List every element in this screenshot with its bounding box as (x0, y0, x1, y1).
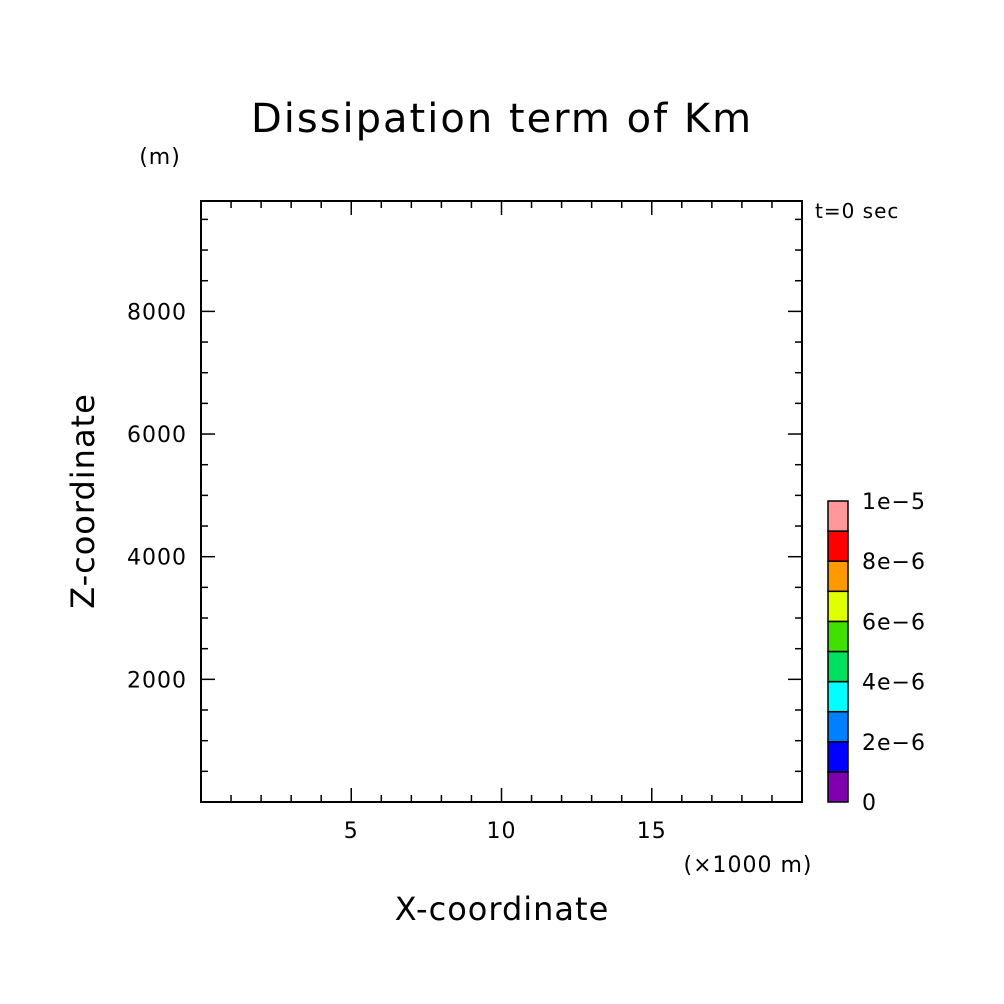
colorbar-tick-label: 6e−6 (862, 610, 926, 635)
colorbar-swatch (827, 530, 849, 562)
colorbar-swatch (827, 650, 849, 683)
colorbar-tick-label: 1e−5 (862, 490, 926, 515)
colorbar-tick-label: 0 (862, 791, 877, 816)
y-tick-label: 4000 (127, 546, 187, 571)
colorbar-swatch (827, 620, 849, 653)
chart-title: Dissipation term of Km (251, 96, 753, 142)
colorbar-tick-label: 4e−6 (862, 671, 926, 696)
plot-frame (200, 200, 803, 803)
colorbar-tick-label: 2e−6 (862, 731, 926, 756)
x-tick-label: 10 (487, 819, 517, 844)
colorbar-swatch (827, 680, 849, 713)
x-axis-label: X-coordinate (395, 890, 610, 928)
y-tick-label: 2000 (127, 668, 187, 693)
y-tick-label: 6000 (127, 423, 187, 448)
time-label: t=0 sec (815, 199, 899, 223)
y-tick-label: 8000 (127, 300, 187, 325)
x-tick-label: 15 (637, 819, 667, 844)
y-unit-label: (m) (139, 145, 181, 170)
axis-ticks (201, 201, 802, 802)
colorbar-swatch (827, 500, 849, 532)
x-tick-label: 5 (344, 819, 359, 844)
colorbar-swatch (827, 710, 849, 743)
x-unit-label: (×1000 m) (683, 853, 812, 878)
colorbar: 0 2e−6 4e−6 6e−6 8e−6 1e−5 (827, 490, 926, 816)
colorbar-tick-label: 8e−6 (862, 550, 926, 575)
colorbar-swatch (827, 741, 849, 773)
colorbar-swatch (827, 771, 849, 803)
plot-area (200, 200, 803, 803)
axis-tick-labels: 5 10 15 2000 4000 6000 8000 (127, 300, 667, 844)
y-axis-label: Z-coordinate (64, 393, 102, 609)
colorbar-swatch (827, 560, 849, 593)
colorbar-swatch (827, 590, 849, 623)
